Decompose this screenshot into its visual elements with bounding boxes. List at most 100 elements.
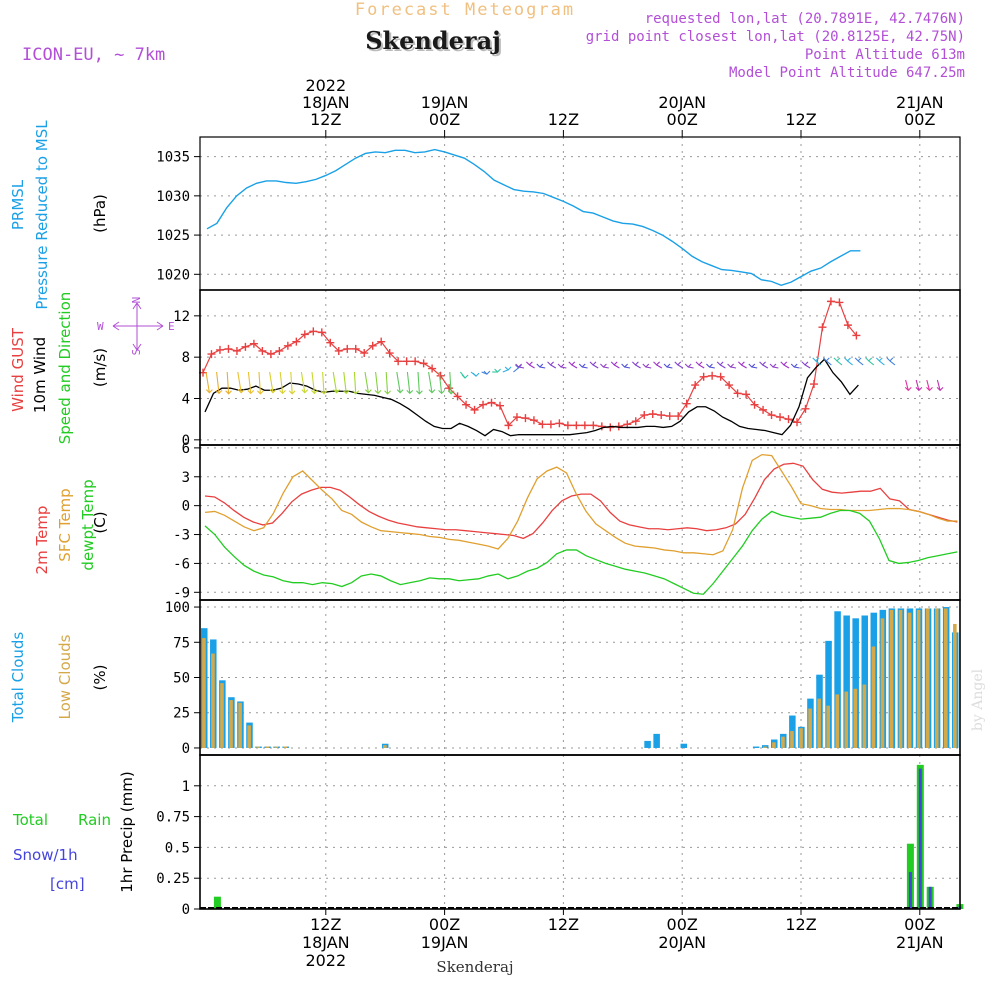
low-cloud-bar: [934, 608, 939, 748]
gust-marker: [343, 344, 352, 353]
low-cloud-bar: [799, 728, 803, 748]
gust-marker: [317, 328, 326, 337]
gust-marker: [326, 338, 335, 347]
wind-arrow: [385, 371, 389, 394]
gust-marker: [445, 384, 454, 393]
gust-marker: [207, 350, 216, 359]
top-tick-label: 21JAN: [896, 93, 944, 112]
wind-arrowhead: [600, 363, 607, 368]
location-title: Skenderaj: [365, 26, 501, 55]
gust-marker: [546, 420, 555, 429]
pressure-label: PRMSL: [9, 179, 27, 230]
panel-precip: 0 0.25 0.5 0.75 1 1hr Precip (mm) Total RainSno…: [12, 755, 964, 918]
gust-marker: [563, 421, 572, 430]
wind-arrow: [741, 364, 747, 369]
low-cloud-bar: [835, 694, 840, 748]
wind-arrow: [539, 366, 546, 369]
wind-arrowhead: [674, 361, 682, 366]
gust-marker: [691, 381, 700, 390]
wind-arrow: [709, 366, 715, 369]
wind-arrow: [688, 366, 694, 369]
gust-marker: [597, 422, 606, 431]
snow-label: Snow/1h: [13, 846, 78, 864]
pressure-sublabel: Pressure Reduced to MSL: [33, 120, 51, 310]
wind-arrow: [603, 366, 609, 369]
gust-marker: [843, 321, 852, 330]
panel-frame: [199, 136, 961, 291]
wind-arrowhead: [610, 361, 618, 366]
gust-marker: [419, 359, 428, 368]
top-tick-label: 00Z: [667, 110, 698, 129]
gust-marker: [776, 413, 785, 422]
rain-label: Rain: [78, 811, 111, 829]
unit-label: (C): [91, 511, 109, 533]
wind-line: [204, 358, 859, 437]
wind-arrowhead: [653, 361, 660, 366]
gust-marker: [436, 371, 445, 380]
wind-arrow: [364, 371, 369, 393]
low-cloud-bar: [790, 731, 794, 748]
wind-arrowhead: [915, 387, 923, 392]
total-cloud-bar: [852, 618, 859, 748]
gust-marker: [555, 419, 564, 428]
compass-lines: [112, 302, 164, 351]
total-cloud-bar: [825, 640, 832, 748]
gust-marker: [224, 344, 233, 353]
wind-arrow: [237, 371, 242, 393]
wind-arrowhead: [320, 390, 328, 395]
wind-arrowhead: [904, 387, 912, 392]
wind-arrowhead: [525, 361, 533, 366]
wind-arrow: [677, 364, 684, 369]
y-tick-label: 0.5: [165, 840, 190, 856]
gust-marker: [580, 421, 589, 430]
panel-wind: 0 4 8 12 (m/s) Wind GUST 10m Wind Speed and Dir…: [9, 290, 960, 449]
gust-marker: [275, 346, 284, 355]
gust-marker: [750, 400, 759, 409]
wind-arrow: [205, 371, 210, 393]
total-cloud-bar: [834, 611, 841, 748]
gust-marker: [377, 337, 386, 346]
wind-arrow: [406, 371, 411, 394]
total-cloud-bar: [861, 615, 868, 748]
snow-bar: [928, 886, 932, 909]
low-cloud-bar: [202, 638, 206, 748]
wind-arrow: [730, 366, 737, 369]
wind-arrowhead: [854, 357, 862, 362]
low-cloud-bar: [763, 746, 767, 748]
gust-marker: [809, 380, 818, 389]
wind-arrow: [666, 366, 673, 369]
wind-arrow: [513, 367, 519, 373]
wind-arrowhead: [621, 363, 629, 368]
rain-bar: [213, 896, 221, 909]
dewpt-line: [204, 509, 958, 595]
wind-arrowhead: [396, 389, 404, 394]
wind-arrow: [417, 371, 420, 394]
gust-marker: [733, 389, 742, 398]
watermark: by Angel: [970, 668, 986, 731]
gust-marker: [479, 400, 488, 409]
low-cloud-bar: [907, 612, 912, 748]
wind-arrowhead: [759, 361, 766, 366]
gust-marker: [241, 342, 250, 351]
wind-arrowhead: [438, 389, 445, 395]
panel-frame: [199, 444, 961, 601]
gust-marker: [334, 346, 343, 355]
wind-arrowhead: [769, 363, 777, 368]
wind-arrowhead: [205, 389, 213, 394]
gust-marker: [453, 392, 462, 401]
wind-arrow: [247, 371, 252, 394]
y-tick-label: 0: [182, 741, 190, 757]
top-tick-label: 18JAN: [302, 93, 350, 112]
wind-arrowhead: [875, 357, 883, 362]
wind-arrow: [751, 366, 758, 369]
wind-arrow: [592, 364, 599, 369]
y-tick-label: 100: [165, 600, 190, 616]
low-cloud-bar: [265, 746, 270, 748]
bottom-tick-label: 00Z: [667, 915, 698, 934]
panel-clouds: 0 25 50 75 100 (%) Total Clouds Low Clouds: [9, 600, 960, 757]
point-altitude: Point Altitude 613m: [805, 47, 965, 63]
top-tick-label: 12Z: [785, 110, 816, 129]
bottom-tick-label: 12Z: [310, 915, 341, 934]
y-tick-label: 4: [182, 392, 190, 408]
